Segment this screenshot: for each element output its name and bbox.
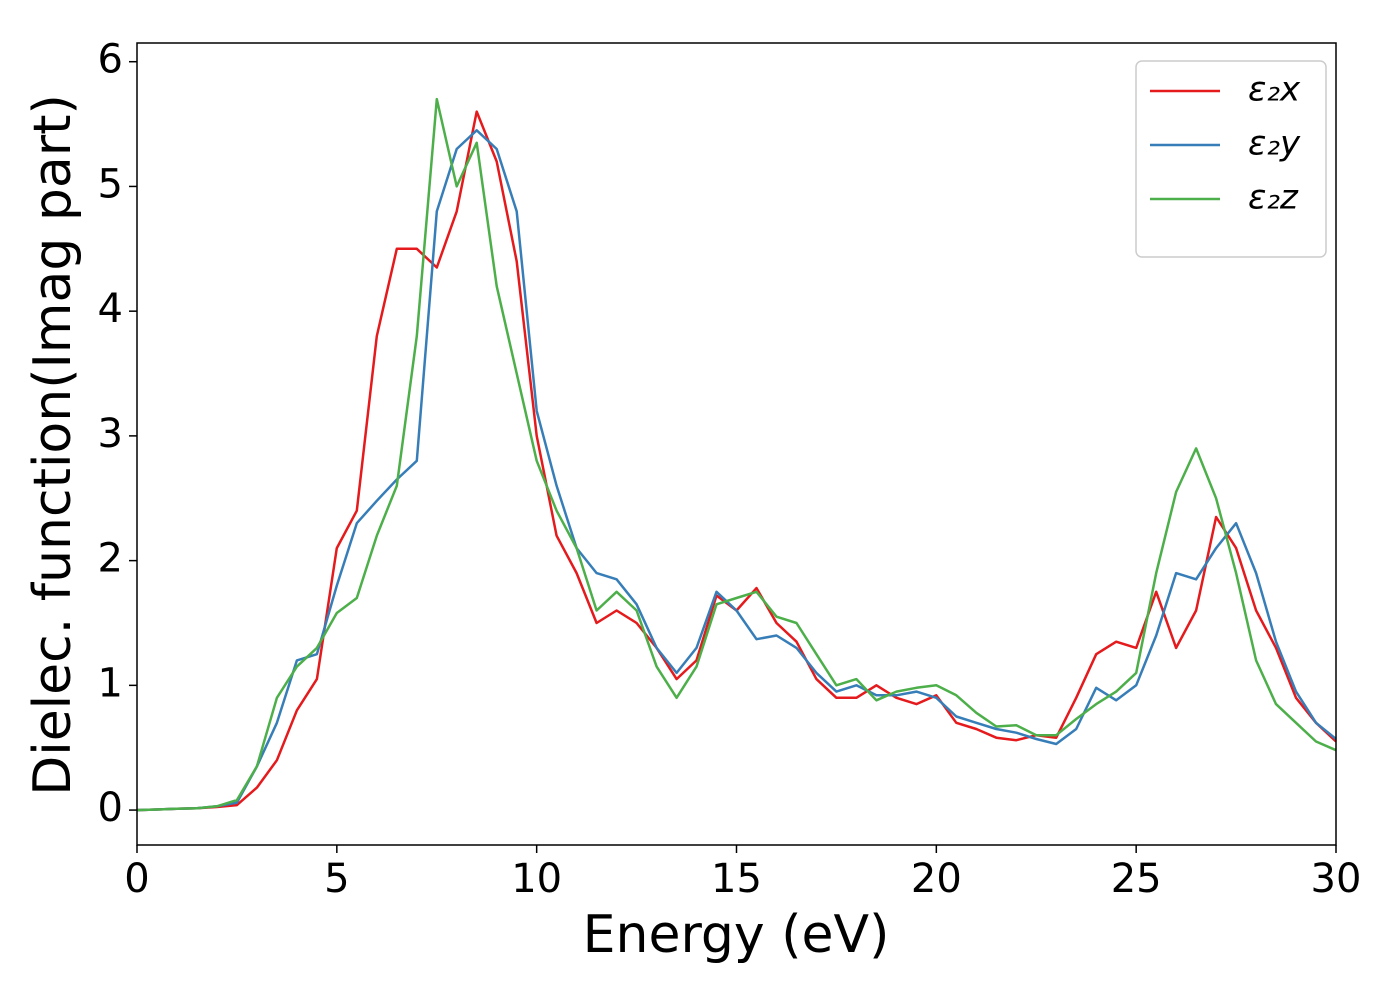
legend: ε₂x ε₂y ε₂z (1135, 60, 1327, 258)
x-tick-label: 30 (1311, 856, 1362, 902)
x-tick-label: 10 (511, 856, 562, 902)
x-axis-label: Energy (eV) (583, 905, 890, 965)
y-tick-label: 4 (98, 286, 123, 332)
y-tick-label: 5 (98, 161, 123, 207)
legend-label: ε₂y (1248, 124, 1301, 164)
y-axis-label: Dielec. function(Imag part) (23, 94, 83, 796)
y-tick-label: 2 (98, 536, 123, 582)
y-tick-label: 1 (98, 660, 123, 706)
x-tick-label: 15 (711, 856, 762, 902)
data-line (136, 129, 1337, 812)
plot-frame (136, 42, 1337, 846)
legend-label: ε₂z (1248, 178, 1299, 218)
y-tick-label: 3 (98, 411, 123, 457)
data-line (136, 97, 1337, 812)
legend-label: ε₂x (1248, 70, 1301, 110)
y-tick-label: 0 (98, 785, 123, 831)
x-tick-label: 0 (124, 856, 149, 902)
y-tick-label: 6 (98, 37, 123, 83)
legend-box (1135, 60, 1327, 258)
x-tick-label: 25 (1111, 856, 1162, 902)
x-tick-label: 5 (324, 856, 349, 902)
x-tick-label: 20 (911, 856, 962, 902)
